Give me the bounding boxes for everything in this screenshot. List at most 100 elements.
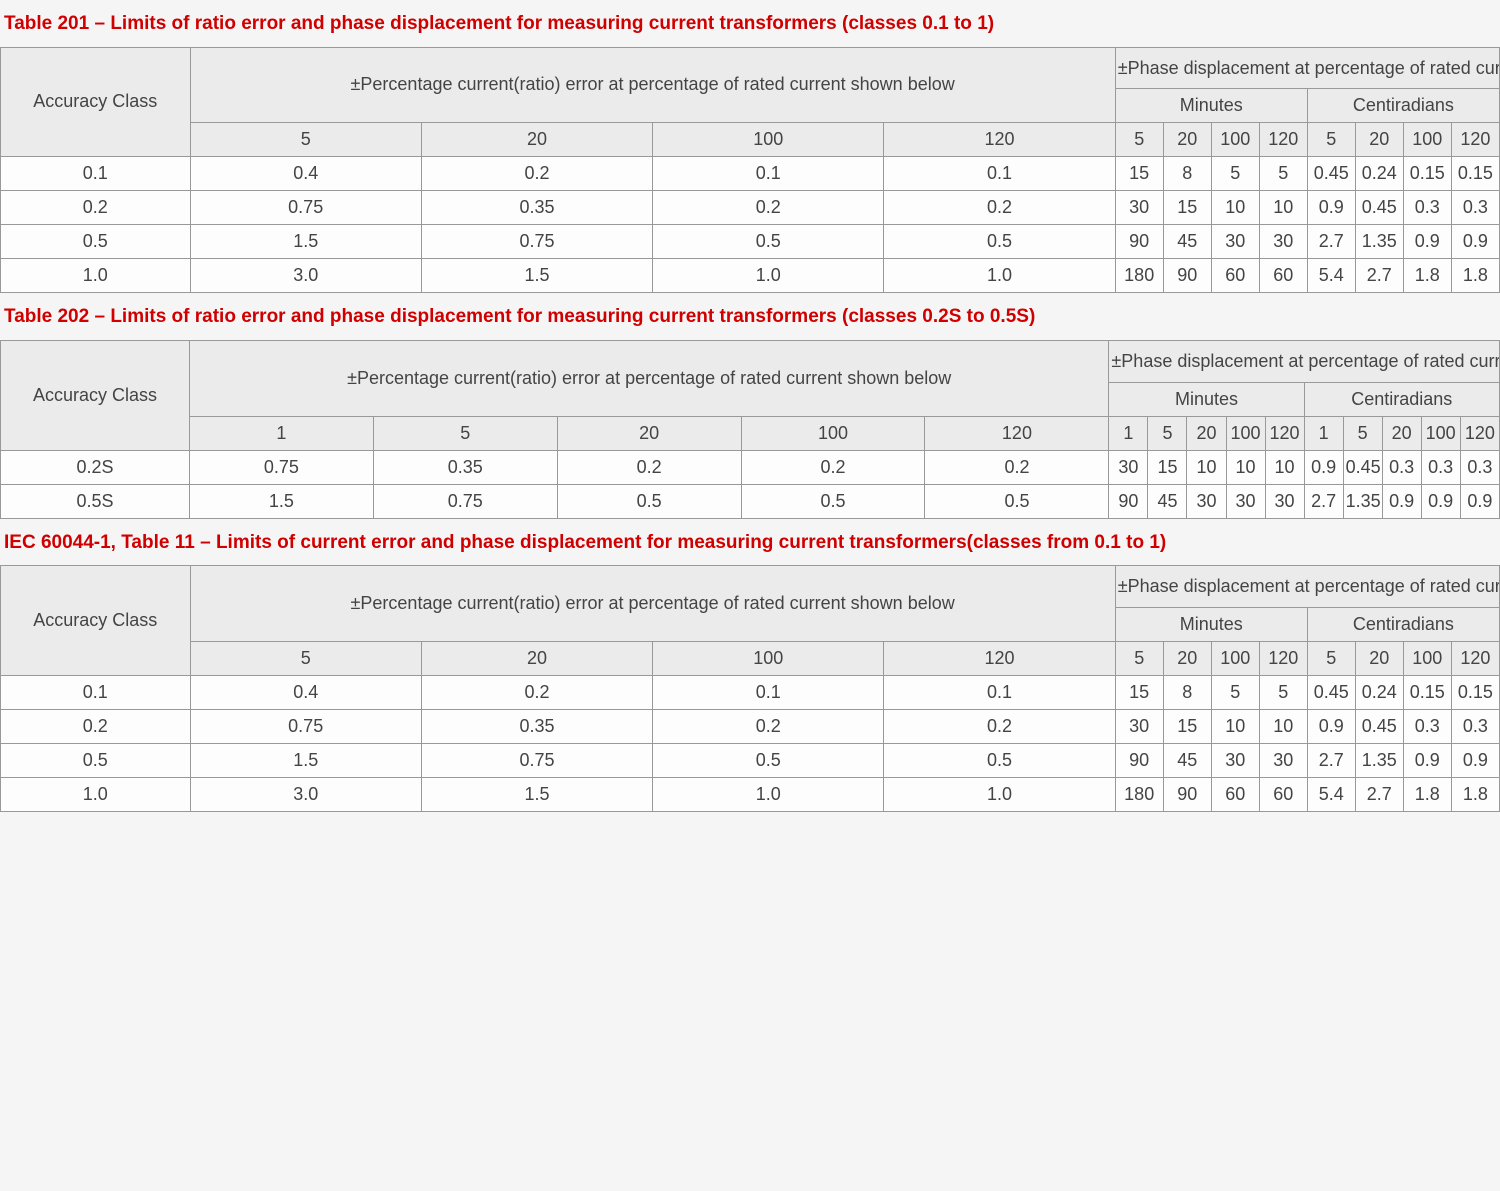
cell: 0.35: [373, 450, 557, 484]
col-ratio: 120: [884, 123, 1115, 157]
cell: 5.4: [1307, 777, 1355, 811]
cell: 30: [1226, 484, 1265, 518]
cell: 0.75: [421, 225, 652, 259]
cell: 1.5: [190, 225, 421, 259]
cell: 180: [1115, 777, 1163, 811]
cell: 3.0: [190, 777, 421, 811]
cell: 0.75: [373, 484, 557, 518]
cell: 0.9: [1403, 743, 1451, 777]
cell: 15: [1115, 675, 1163, 709]
cell: 1.8: [1403, 259, 1451, 293]
cell: 1.35: [1355, 225, 1403, 259]
cell: 10: [1211, 191, 1259, 225]
cell: 2.7: [1304, 484, 1343, 518]
hdr-minutes: Minutes: [1109, 382, 1304, 416]
col-crad: 120: [1451, 123, 1499, 157]
cell: 60: [1211, 259, 1259, 293]
col-ratio: 20: [557, 416, 741, 450]
cell: 0.4: [190, 157, 421, 191]
hdr-centiradians: Centiradians: [1304, 382, 1499, 416]
hdr-centiradians: Centiradians: [1307, 607, 1499, 641]
col-crad: 20: [1382, 416, 1421, 450]
hdr-accuracy-class: Accuracy Class: [1, 47, 191, 157]
cell: 45: [1163, 743, 1211, 777]
col-crad: 1: [1304, 416, 1343, 450]
col-min: 1: [1109, 416, 1148, 450]
col-crad: 100: [1403, 641, 1451, 675]
cell: 0.2S: [1, 450, 190, 484]
cell: 1.5: [189, 484, 373, 518]
cell: 0.1: [884, 157, 1115, 191]
cell: 15: [1148, 450, 1187, 484]
cell: 30: [1109, 450, 1148, 484]
cell: 1.5: [190, 743, 421, 777]
col-ratio: 100: [741, 416, 925, 450]
cell: 30: [1265, 484, 1304, 518]
cell: 10: [1259, 709, 1307, 743]
col-min: 5: [1115, 641, 1163, 675]
cell: 0.3: [1382, 450, 1421, 484]
cell: 10: [1187, 450, 1226, 484]
cell: 0.15: [1451, 157, 1499, 191]
cell: 90: [1163, 777, 1211, 811]
col-crad: 100: [1421, 416, 1460, 450]
cell: 0.45: [1343, 450, 1382, 484]
cell: 0.75: [190, 709, 421, 743]
cell: 5: [1211, 157, 1259, 191]
cell: 60: [1259, 777, 1307, 811]
cell: 0.45: [1307, 157, 1355, 191]
table-202: Accuracy Class ±Percentage current(ratio…: [0, 340, 1500, 519]
cell: 15: [1163, 709, 1211, 743]
cell: 180: [1115, 259, 1163, 293]
cell: 90: [1115, 743, 1163, 777]
cell: 1.5: [421, 259, 652, 293]
cell: 0.3: [1403, 191, 1451, 225]
cell: 90: [1163, 259, 1211, 293]
table-row: 0.10.40.20.10.1158550.450.240.150.15: [1, 157, 1500, 191]
col-ratio: 120: [925, 416, 1109, 450]
table-iec: Accuracy Class ±Percentage current(ratio…: [0, 565, 1500, 812]
cell: 30: [1187, 484, 1226, 518]
hdr-minutes: Minutes: [1115, 607, 1307, 641]
cell: 60: [1211, 777, 1259, 811]
hdr-phase-disp: ±Phase displacement at percentage of rat…: [1109, 340, 1500, 382]
cell: 0.9: [1421, 484, 1460, 518]
table-201: Accuracy Class ±Percentage current(ratio…: [0, 47, 1500, 294]
cell: 0.35: [421, 191, 652, 225]
table-row: 0.51.50.750.50.5904530302.71.350.90.9: [1, 743, 1500, 777]
col-min: 100: [1226, 416, 1265, 450]
cell: 45: [1163, 225, 1211, 259]
cell: 0.9: [1307, 709, 1355, 743]
table-row: 0.10.40.20.10.1158550.450.240.150.15: [1, 675, 1500, 709]
cell: 1.8: [1451, 777, 1499, 811]
cell: 0.5: [884, 743, 1115, 777]
cell: 0.5: [1, 225, 191, 259]
cell: 0.3: [1403, 709, 1451, 743]
table-iec-title: IEC 60044-1, Table 11 – Limits of curren…: [0, 519, 1500, 566]
col-ratio: 5: [190, 123, 421, 157]
cell: 0.2: [1, 191, 191, 225]
hdr-phase-disp: ±Phase displacement at percentage of rat…: [1115, 47, 1499, 89]
cell: 0.5: [741, 484, 925, 518]
cell: 0.1: [1, 157, 191, 191]
cell: 30: [1211, 225, 1259, 259]
cell: 0.5: [884, 225, 1115, 259]
cell: 1.8: [1451, 259, 1499, 293]
cell: 10: [1226, 450, 1265, 484]
cell: 1.0: [884, 259, 1115, 293]
cell: 0.45: [1307, 675, 1355, 709]
hdr-accuracy-class: Accuracy Class: [1, 340, 190, 450]
col-min: 120: [1259, 123, 1307, 157]
table-row: 1.03.01.51.01.01809060605.42.71.81.8: [1, 777, 1500, 811]
table-row: 1.03.01.51.01.01809060605.42.71.81.8: [1, 259, 1500, 293]
cell: 0.24: [1355, 675, 1403, 709]
col-min: 120: [1259, 641, 1307, 675]
cell: 1.5: [421, 777, 652, 811]
table-202-title: Table 202 – Limits of ratio error and ph…: [0, 293, 1500, 340]
col-crad: 20: [1355, 123, 1403, 157]
cell: 0.5S: [1, 484, 190, 518]
hdr-accuracy-class: Accuracy Class: [1, 566, 191, 676]
cell: 10: [1265, 450, 1304, 484]
cell: 30: [1259, 225, 1307, 259]
cell: 0.75: [421, 743, 652, 777]
